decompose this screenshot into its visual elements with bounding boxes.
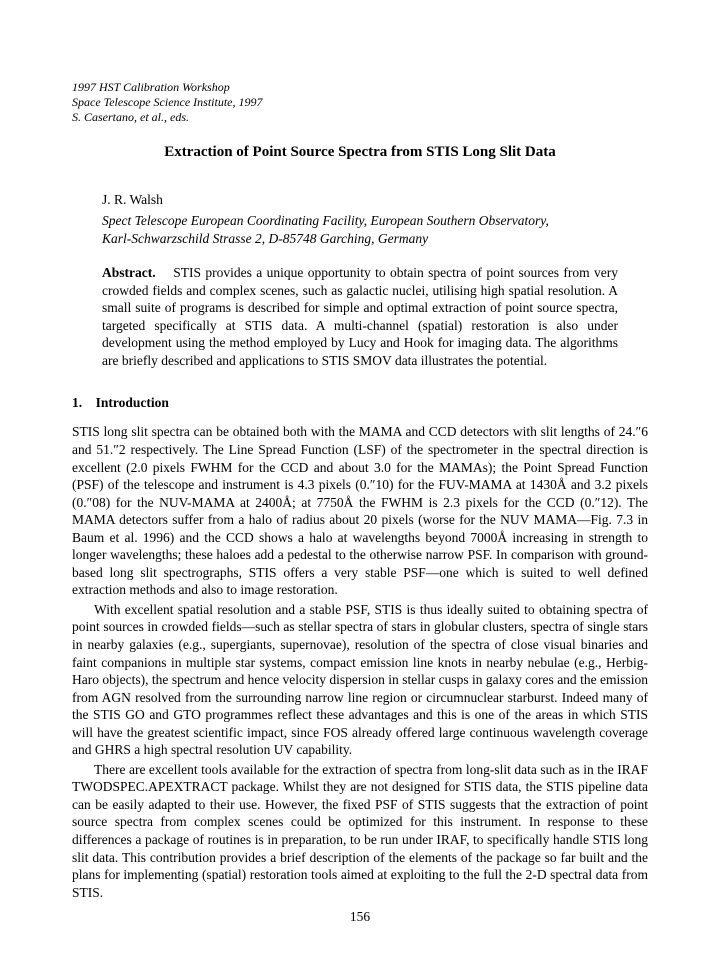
intro-para-3: There are excellent tools available for … <box>72 761 648 901</box>
page-number: 156 <box>72 909 648 925</box>
intro-para-2: With excellent spatial resolution and a … <box>72 601 648 759</box>
affiliation-line-2: Karl-Schwarzschild Strasse 2, D-85748 Ga… <box>102 230 618 248</box>
abstract-body: STIS provides a unique opportunity to ob… <box>102 265 618 368</box>
section-heading-1: 1. Introduction <box>72 395 648 411</box>
abstract-block: Abstract. STIS provides a unique opportu… <box>102 264 618 369</box>
proceedings-line-1: 1997 HST Calibration Workshop <box>72 80 648 95</box>
paper-title: Extraction of Point Source Spectra from … <box>102 143 618 163</box>
abstract-spacer <box>160 265 173 280</box>
proceedings-header: 1997 HST Calibration Workshop Space Tele… <box>72 80 648 125</box>
abstract-label: Abstract. <box>102 265 156 280</box>
intro-para-1: STIS long slit spectra can be obtained b… <box>72 423 648 598</box>
author-name: J. R. Walsh <box>102 191 618 209</box>
author-block: J. R. Walsh Spect Telescope European Coo… <box>102 191 618 249</box>
affiliation-line-1: Spect Telescope European Coordinating Fa… <box>102 212 618 230</box>
proceedings-line-2: Space Telescope Science Institute, 1997 <box>72 95 648 110</box>
proceedings-line-3: S. Casertano, et al., eds. <box>72 110 648 125</box>
paper-page: 1997 HST Calibration Workshop Space Tele… <box>0 0 720 965</box>
